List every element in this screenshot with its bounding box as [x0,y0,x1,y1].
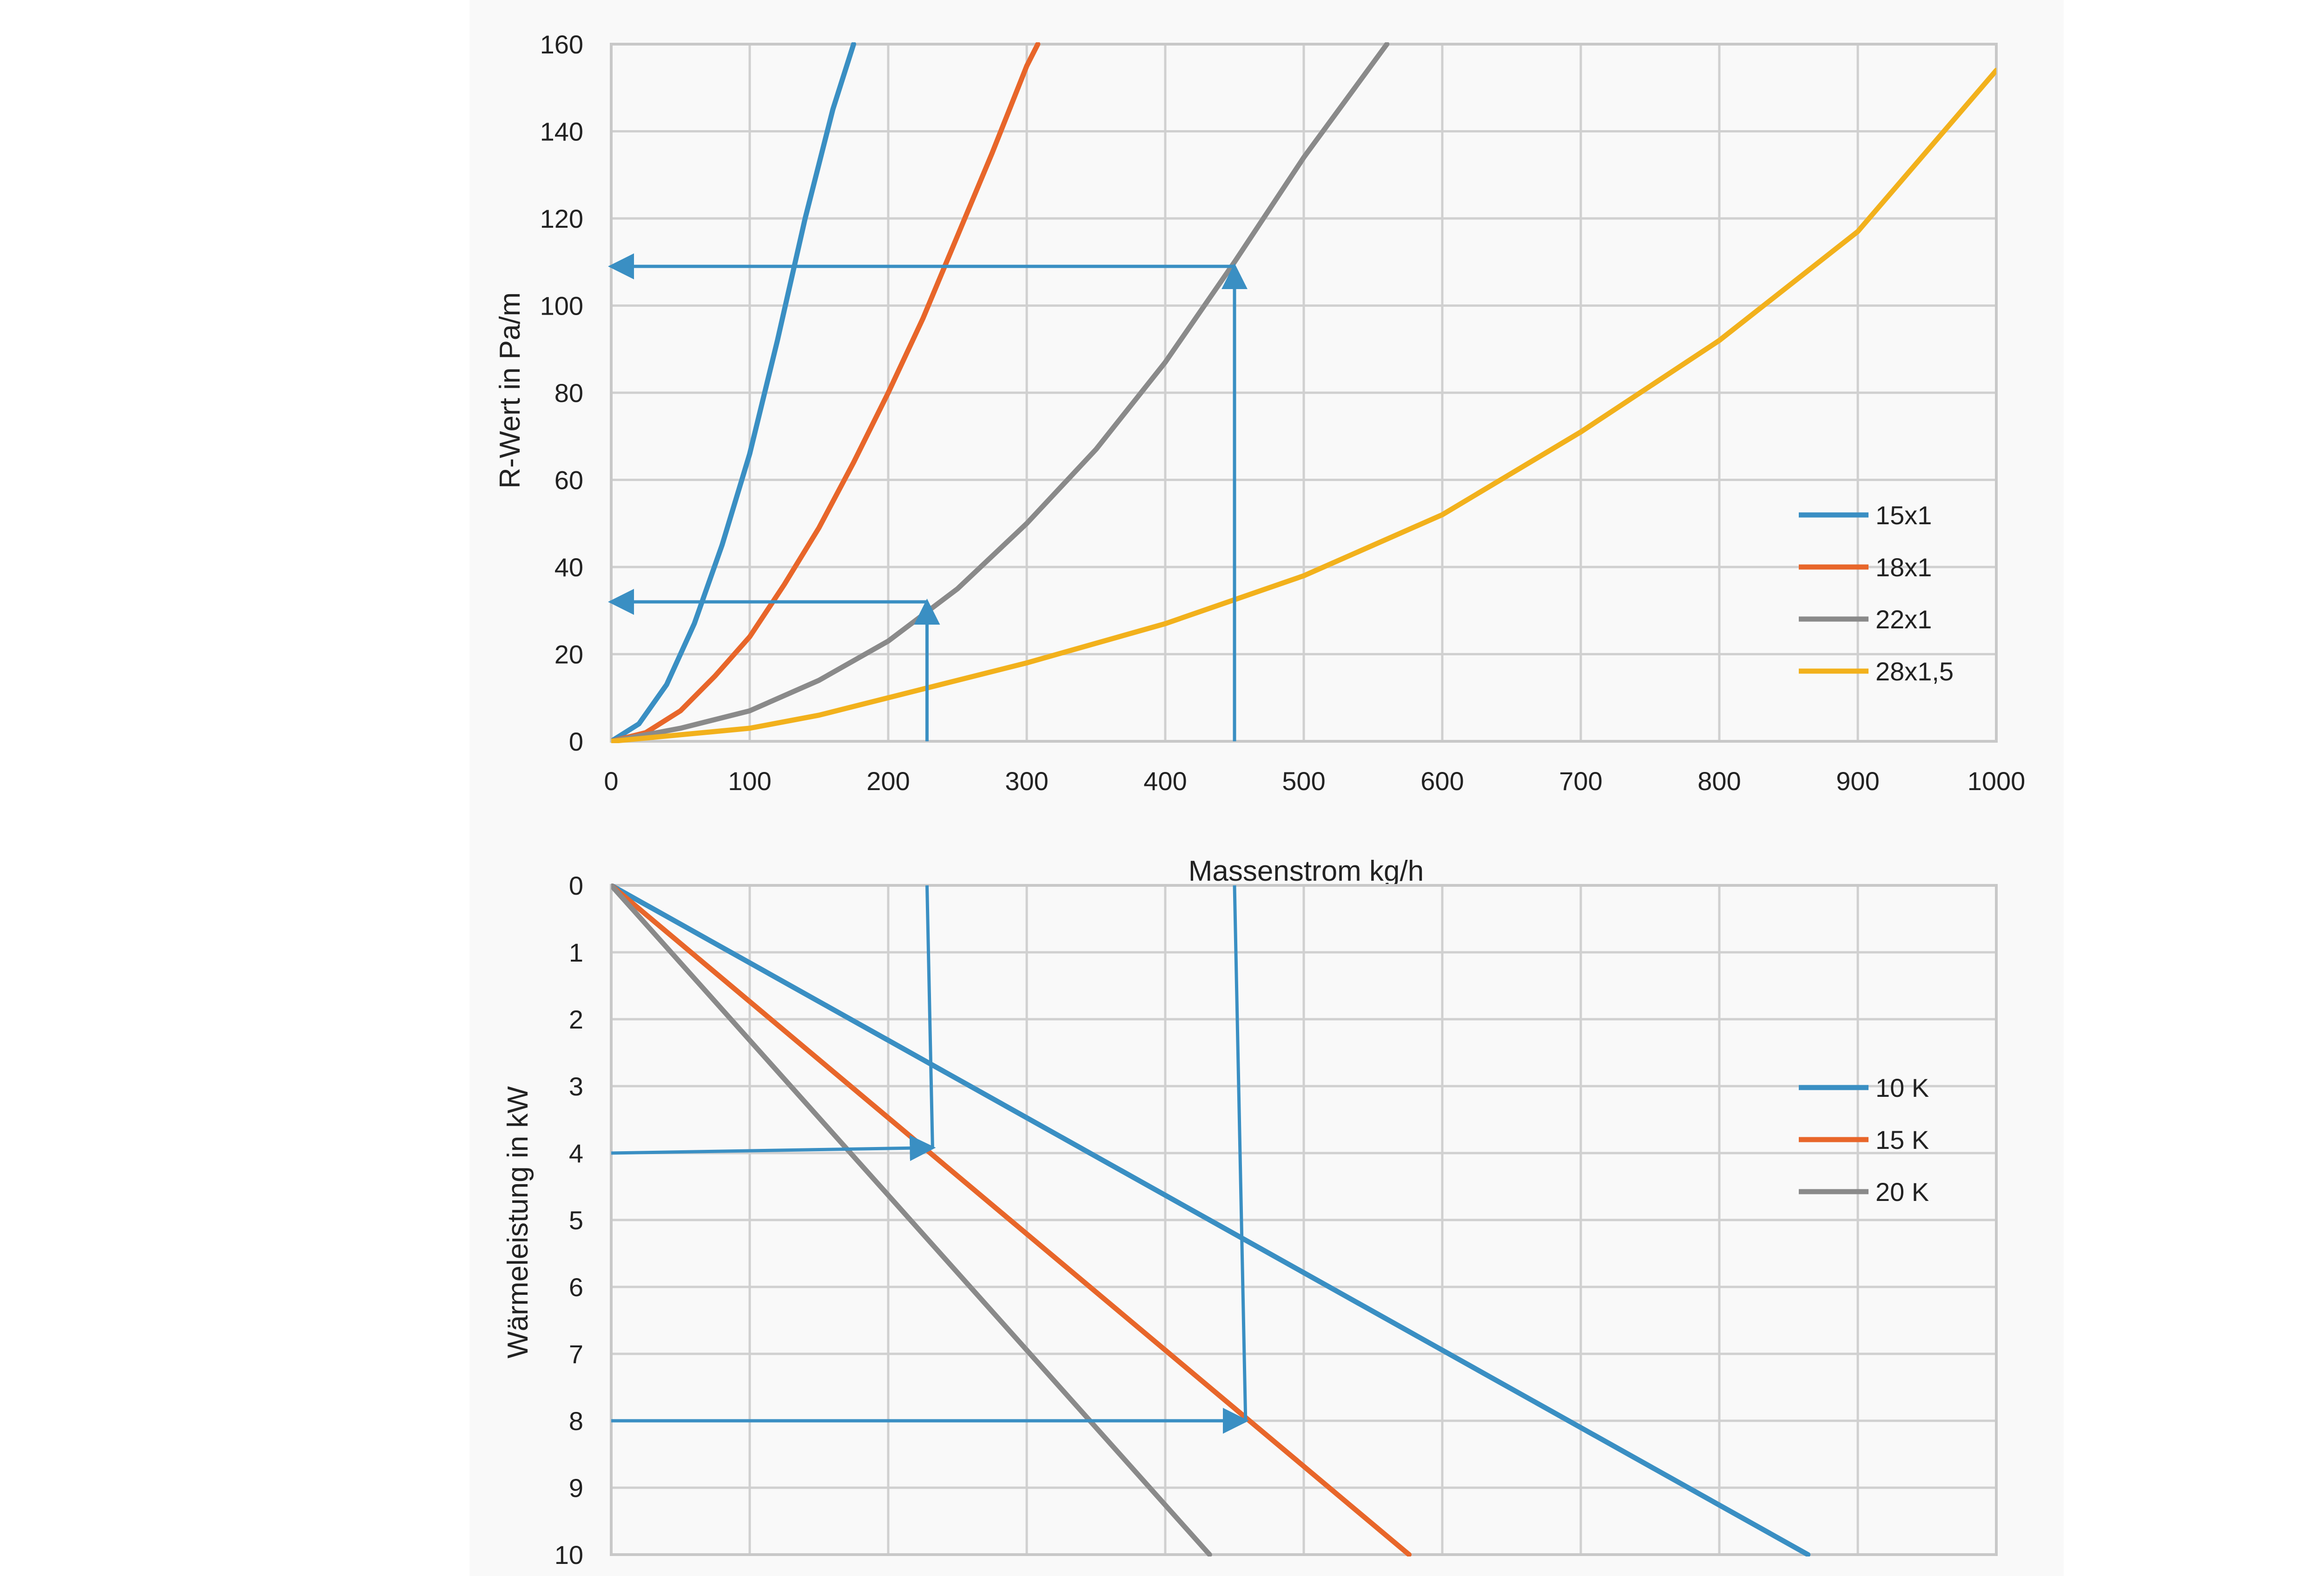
annotation-line [925,885,934,1148]
y-tick-label: 3 [569,1072,583,1101]
bottom-grid [610,884,1998,1556]
y-tick-label: 80 [555,378,583,408]
waermeleistung-chart: 0 1 2 3 4 5 6 7 8 9 10 Wärmeleistung in kW 10 K 15 … [502,871,1998,1569]
top-legend: 15x1 18x1 22x1 28x1,5 [1799,501,1954,686]
plot-frame [610,884,1998,1556]
y-tick-label: 10 [555,1540,583,1569]
legend-label: 15x1 [1875,501,1932,530]
x-tick-label: 1000 [1967,766,2026,796]
y-tick-label: 8 [569,1406,583,1436]
legend-label: 10 K [1875,1073,1929,1102]
x-tick-label: 100 [728,766,771,796]
r-wert-chart: 0 100 200 300 400 500 600 700 800 900 1000 0 20 40 60… [494,30,2025,887]
top-grid [610,43,1998,743]
top-y-axis-title: R-Wert in Pa/m [494,292,526,489]
y-tick-label: 0 [569,727,583,756]
x-tick-label: 300 [1005,766,1048,796]
x-tick-label: 800 [1697,766,1741,796]
series-line-15-k [611,884,1412,1556]
x-tick-label: 900 [1836,766,1879,796]
annotation-line [1233,885,1248,1421]
top-x-tick-labels: 0 100 200 300 400 500 600 700 800 900 1000 [604,766,2025,796]
y-tick-label: 7 [569,1339,583,1369]
top-annotations [608,253,1248,741]
bottom-y-axis-title: Wärmeleistung in kW [502,1086,534,1358]
y-tick-label: 40 [555,553,583,582]
y-tick-label: 60 [555,466,583,495]
y-tick-label: 6 [569,1273,583,1302]
y-tick-label: 9 [569,1473,583,1503]
x-tick-label: 500 [1282,766,1325,796]
top-x-axis-title: Massenstrom kg/h [1188,855,1424,887]
x-tick-label: 0 [604,766,618,796]
y-tick-label: 4 [569,1139,583,1168]
chart-background [469,0,2064,1576]
legend-label: 22x1 [1875,605,1932,634]
y-tick-label: 140 [540,117,583,146]
x-tick-label: 400 [1143,766,1187,796]
y-tick-label: 0 [569,871,583,900]
legend-label: 20 K [1875,1177,1929,1207]
y-tick-label: 120 [540,204,583,233]
y-tick-label: 160 [540,30,583,59]
y-tick-label: 5 [569,1206,583,1235]
annotation-arrow [611,1135,936,1161]
bottom-y-tick-labels: 0 1 2 3 4 5 6 7 8 9 10 [555,871,583,1569]
bottom-series-group [611,884,1811,1556]
y-tick-label: 100 [540,291,583,321]
series-line-15x1 [611,42,856,743]
series-line-20-k [611,884,1212,1556]
bottom-annotations [611,885,1249,1434]
legend-label: 18x1 [1875,553,1932,582]
legend-label: 28x1,5 [1875,657,1954,686]
x-tick-label: 200 [866,766,910,796]
series-line-10-k [611,884,1811,1556]
series-line-22x1 [611,42,1390,743]
x-tick-label: 600 [1420,766,1464,796]
series-line-18x1 [611,42,1041,743]
legend-label: 15 K [1875,1125,1929,1154]
bottom-legend: 10 K 15 K 20 K [1799,1073,1929,1207]
x-tick-label: 700 [1559,766,1602,796]
plot-frame [610,43,1998,743]
y-tick-label: 1 [569,938,583,967]
top-y-tick-labels: 0 20 40 60 80 100 120 140 160 [540,30,583,756]
y-tick-label: 2 [569,1005,583,1034]
y-tick-label: 20 [555,640,583,669]
top-series-group [611,42,1996,743]
